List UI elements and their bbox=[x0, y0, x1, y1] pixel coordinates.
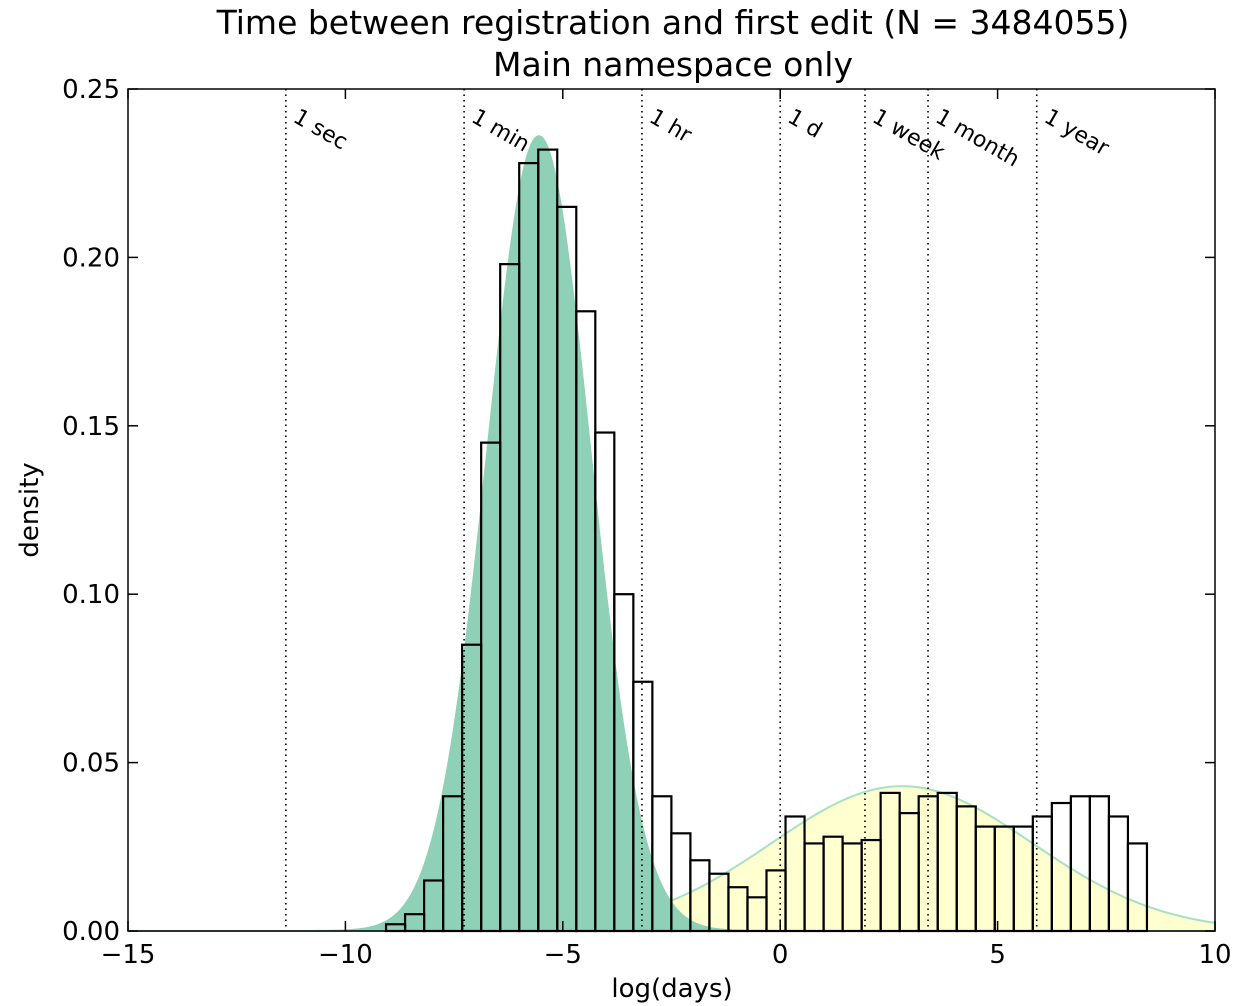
reference-line-label: 1 min bbox=[467, 105, 534, 158]
chart-title: Time between registration and first edit… bbox=[216, 3, 1130, 42]
reference-line-label: 1 d bbox=[783, 105, 826, 144]
y-tick-label: 0.15 bbox=[62, 412, 120, 442]
reference-line-label: 1 hr bbox=[645, 105, 696, 149]
plot-frame bbox=[127, 88, 1216, 932]
x-tick-label: 10 bbox=[1198, 940, 1231, 970]
y-tick-label: 0.20 bbox=[62, 243, 120, 273]
y-tick-label: 0.05 bbox=[62, 749, 120, 779]
y-tick-label: 0.00 bbox=[62, 917, 120, 947]
x-tick-label: −5 bbox=[544, 940, 582, 970]
axis-ticks: −15 −10 −5 0 5 10 0.00 0.05 0.10 0.15 0.20 0.25 bbox=[62, 75, 1231, 970]
x-tick-label: 5 bbox=[989, 940, 1006, 970]
x-axis-label: log(days) bbox=[611, 974, 732, 1004]
chart-subtitle: Main namespace only bbox=[493, 45, 853, 84]
reference-line-label: 1 week bbox=[868, 105, 949, 166]
histogram-bars bbox=[384, 148, 1149, 933]
reference-line-label: 1 month bbox=[931, 105, 1024, 173]
y-tick-label: 0.10 bbox=[62, 580, 120, 610]
y-axis-label: density bbox=[15, 462, 45, 557]
reference-line-label: 1 year bbox=[1040, 105, 1114, 162]
x-tick-label: −15 bbox=[101, 940, 156, 970]
x-tick-label: −10 bbox=[318, 940, 373, 970]
reference-line-label: 1 sec bbox=[289, 105, 352, 156]
y-tick-label: 0.25 bbox=[62, 75, 120, 105]
x-tick-label: 0 bbox=[772, 940, 789, 970]
